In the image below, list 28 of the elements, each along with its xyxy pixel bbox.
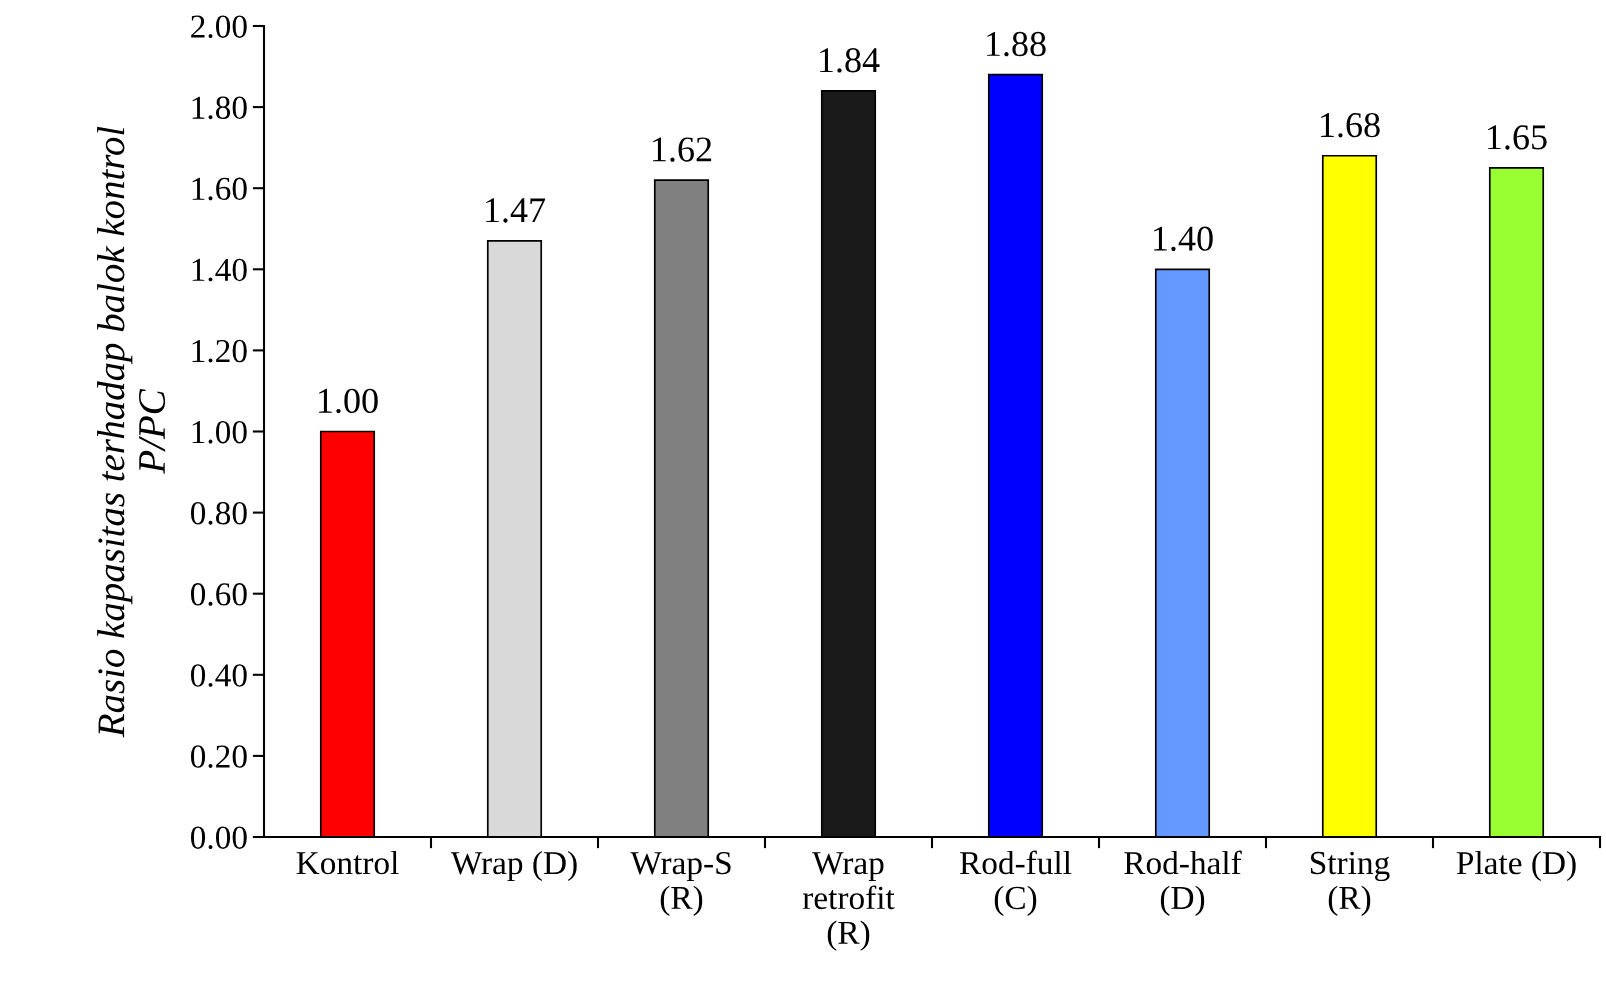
y-tick-label: 2.00 bbox=[191, 15, 247, 39]
x-tick-label: Rod-full (C) bbox=[959, 850, 1072, 916]
x-tick-label: Rod-half (D) bbox=[1124, 850, 1242, 916]
y-tick-label: 1.80 bbox=[192, 96, 247, 120]
y-tick-label: 0.00 bbox=[190, 826, 247, 850]
data-label: 1.68 bbox=[1321, 112, 1380, 138]
data-label: 1.62 bbox=[653, 137, 712, 162]
x-tick-label: Wrap (D) bbox=[450, 850, 577, 882]
y-axis-title: Rasio kapasitas terhadap balok kontrol P/PC bbox=[97, 126, 166, 738]
x-tick-label: Wrap retrofit (R) bbox=[802, 852, 895, 951]
x-tick-label: String (R) bbox=[1310, 851, 1390, 916]
x-tick-label: Kontrol bbox=[296, 850, 399, 875]
data-label: 1.00 bbox=[319, 388, 378, 414]
data-label: 1.88 bbox=[987, 31, 1046, 57]
y-tick-label: 1.20 bbox=[192, 339, 247, 363]
y-tick-label: 1.00 bbox=[192, 420, 247, 444]
y-tick-label: 1.60 bbox=[192, 177, 247, 201]
y-tick-label: 0.60 bbox=[190, 583, 247, 606]
y-tick-label: 1.40 bbox=[192, 258, 247, 282]
data-label: 1.47 bbox=[486, 198, 546, 223]
y-tick-label: 0.80 bbox=[190, 502, 247, 525]
data-label: 1.84 bbox=[820, 48, 880, 73]
data-label: 1.40 bbox=[1154, 226, 1213, 252]
data-label: 1.65 bbox=[1488, 125, 1547, 150]
x-tick-label: Wrap-S (R) bbox=[630, 851, 731, 916]
y-tick-label: 0.20 bbox=[190, 745, 247, 768]
y-tick-label: 0.40 bbox=[190, 664, 247, 687]
x-tick-label: Plate (D) bbox=[1456, 850, 1576, 882]
